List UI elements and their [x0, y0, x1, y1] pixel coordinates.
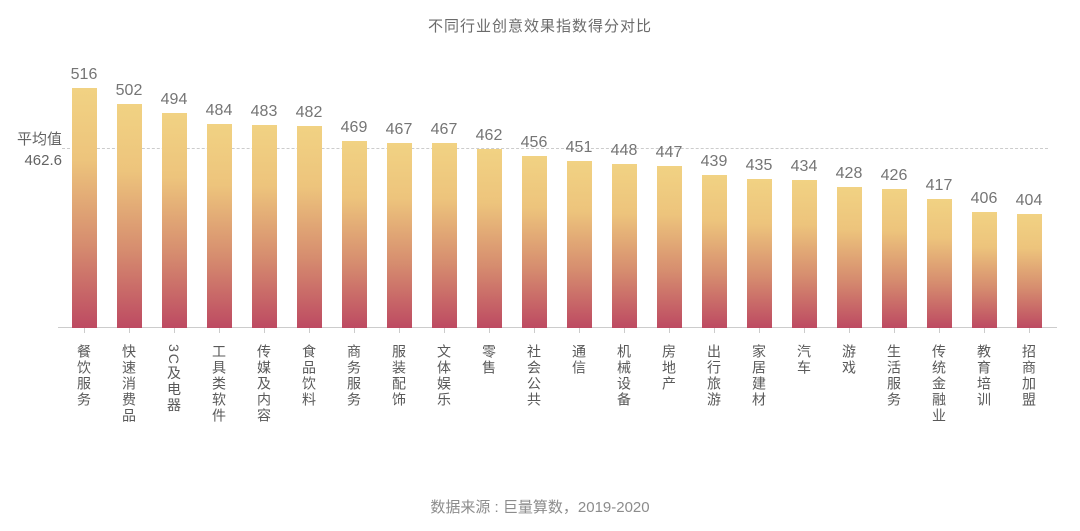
axis-tick — [129, 328, 130, 333]
bar — [341, 141, 367, 328]
bar-value-label: 467 — [430, 121, 458, 138]
bar — [971, 212, 997, 328]
category-label: 快速消费品 — [121, 344, 137, 424]
bar-value-label: 404 — [1015, 192, 1043, 209]
category-label: 通信 — [571, 344, 587, 376]
bar — [161, 113, 187, 328]
category-label: 文体娱乐 — [436, 344, 452, 408]
category-label: 房地产 — [661, 344, 677, 392]
axis-tick — [714, 328, 715, 333]
category-label: 出行旅游 — [706, 344, 722, 408]
bar — [791, 180, 817, 328]
bar-value-label: 451 — [565, 139, 593, 156]
axis-tick — [804, 328, 805, 333]
bar-value-label: 434 — [790, 158, 818, 175]
bar — [521, 156, 547, 328]
category-label: 招商加盟 — [1021, 344, 1037, 408]
axis-tick — [354, 328, 355, 333]
bar — [701, 175, 727, 328]
category-label: 家居建材 — [751, 344, 767, 408]
category-label: 工具类软件 — [211, 344, 227, 424]
bar-value-label: 494 — [160, 91, 188, 108]
bar — [296, 126, 322, 328]
category-label: 传统金融业 — [931, 344, 947, 424]
axis-tick — [174, 328, 175, 333]
bar-value-label: 467 — [385, 121, 413, 138]
category-label: 教育培训 — [976, 344, 992, 408]
category-label: 生活服务 — [886, 344, 902, 408]
axis-tick — [84, 328, 85, 333]
category-label: 机械设备 — [616, 344, 632, 408]
category-label: 食品饮料 — [301, 344, 317, 408]
bar — [116, 104, 142, 328]
category-label: 商务服务 — [346, 344, 362, 408]
bar — [71, 88, 97, 328]
bar — [611, 164, 637, 328]
bar-value-label: 483 — [250, 103, 278, 120]
category-label: 游戏 — [841, 344, 857, 376]
category-label: 社会公共 — [526, 344, 542, 408]
chart-title: 不同行业创意效果指数得分对比 — [427, 18, 652, 35]
average-label: 平均值 462.6 — [0, 129, 62, 171]
bar — [656, 166, 682, 328]
bar — [251, 125, 277, 328]
axis-tick — [444, 328, 445, 333]
axis-tick — [849, 328, 850, 333]
bar — [386, 143, 412, 328]
category-label: 服装配饰 — [391, 344, 407, 408]
bar — [1016, 214, 1042, 328]
axis-tick — [534, 328, 535, 333]
average-label-text: 平均值 — [16, 131, 62, 148]
bar — [926, 199, 952, 328]
category-label: 传媒及内容 — [256, 344, 272, 424]
axis-tick — [669, 328, 670, 333]
bar-value-label: 417 — [925, 177, 953, 194]
bar-value-label: 516 — [70, 66, 98, 83]
axis-tick — [894, 328, 895, 333]
axis-tick — [624, 328, 625, 333]
axis-tick — [939, 328, 940, 333]
bar-value-label: 447 — [655, 144, 683, 161]
bar-value-label: 435 — [745, 157, 773, 174]
bar — [746, 179, 772, 328]
bar — [881, 189, 907, 328]
x-axis-line — [58, 327, 1057, 328]
bar-value-label: 484 — [205, 102, 233, 119]
bar — [836, 187, 862, 328]
bar — [566, 161, 592, 328]
bar-value-label: 428 — [835, 165, 863, 182]
bar — [476, 149, 502, 328]
bar-value-label: 439 — [700, 153, 728, 170]
category-label: 汽车 — [796, 344, 812, 376]
bar-value-label: 456 — [520, 134, 548, 151]
average-value: 462.6 — [24, 152, 62, 169]
axis-tick — [489, 328, 490, 333]
axis-tick — [984, 328, 985, 333]
category-label: 3C及电器 — [166, 344, 182, 414]
data-source: 数据来源 : 巨量算数，2019-2020 — [430, 499, 650, 516]
axis-tick — [1029, 328, 1030, 333]
category-label: 餐饮服务 — [76, 344, 92, 408]
bar — [206, 124, 232, 328]
bar-value-label: 448 — [610, 142, 638, 159]
axis-tick — [579, 328, 580, 333]
bar-value-label: 469 — [340, 119, 368, 136]
axis-tick — [399, 328, 400, 333]
bar-value-label: 502 — [115, 82, 143, 99]
bar-value-label: 462 — [475, 127, 503, 144]
bar — [431, 143, 457, 328]
axis-tick — [309, 328, 310, 333]
axis-tick — [759, 328, 760, 333]
average-line — [62, 148, 1048, 149]
category-label: 零售 — [481, 344, 497, 376]
bar-value-label: 406 — [970, 190, 998, 207]
axis-tick — [219, 328, 220, 333]
axis-tick — [264, 328, 265, 333]
bar-value-label: 426 — [880, 167, 908, 184]
bar-value-label: 482 — [295, 104, 323, 121]
